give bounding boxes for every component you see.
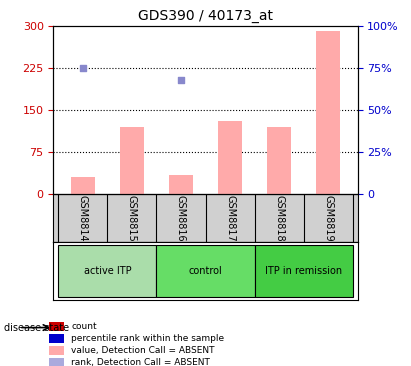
- FancyBboxPatch shape: [254, 245, 353, 297]
- Bar: [49, 358, 64, 366]
- Text: active ITP: active ITP: [83, 266, 131, 276]
- Text: value, Detection Call = ABSENT: value, Detection Call = ABSENT: [71, 346, 215, 355]
- Text: rank, Detection Call = ABSENT: rank, Detection Call = ABSENT: [71, 358, 210, 366]
- Text: ITP in remission: ITP in remission: [265, 266, 342, 276]
- Text: GSM8818: GSM8818: [274, 195, 284, 242]
- Text: GSM8815: GSM8815: [127, 195, 137, 242]
- Bar: [49, 334, 64, 343]
- Text: count: count: [71, 322, 97, 332]
- Text: GSM8816: GSM8816: [176, 195, 186, 242]
- Text: GSM8817: GSM8817: [225, 195, 235, 242]
- Text: percentile rank within the sample: percentile rank within the sample: [71, 335, 224, 343]
- Bar: [316, 31, 340, 194]
- Point: [178, 76, 184, 82]
- Text: disease state: disease state: [4, 322, 69, 333]
- Bar: [49, 346, 64, 355]
- Bar: [169, 175, 193, 194]
- Bar: [120, 127, 144, 194]
- Text: GSM8814: GSM8814: [78, 195, 88, 242]
- FancyBboxPatch shape: [58, 245, 157, 297]
- Bar: [218, 121, 242, 194]
- Bar: [267, 127, 291, 194]
- Bar: [49, 322, 64, 331]
- Title: GDS390 / 40173_at: GDS390 / 40173_at: [138, 9, 273, 23]
- Text: GSM8819: GSM8819: [323, 195, 333, 242]
- Text: control: control: [189, 266, 222, 276]
- FancyBboxPatch shape: [157, 245, 254, 297]
- Point: [80, 65, 86, 71]
- Bar: [71, 177, 95, 194]
